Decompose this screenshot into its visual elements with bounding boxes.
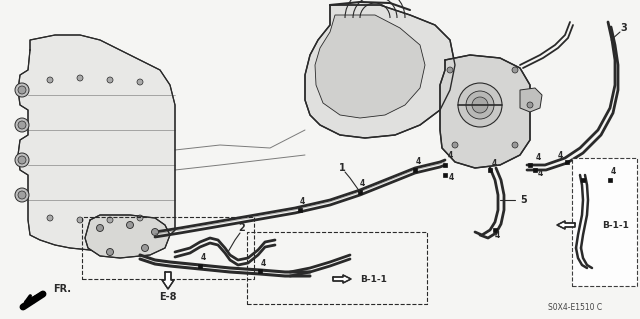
Circle shape	[18, 191, 26, 199]
Circle shape	[77, 217, 83, 223]
Text: 4: 4	[260, 258, 266, 268]
Text: 4: 4	[449, 174, 454, 182]
Text: 4: 4	[200, 254, 205, 263]
Polygon shape	[18, 35, 175, 255]
Bar	[258, 269, 262, 273]
Circle shape	[141, 244, 148, 251]
Text: 2: 2	[239, 223, 245, 233]
Text: 4: 4	[447, 151, 452, 160]
Bar	[298, 208, 302, 212]
Text: 3: 3	[621, 23, 627, 33]
Circle shape	[137, 79, 143, 85]
Bar	[443, 163, 447, 167]
Text: 4: 4	[538, 169, 543, 179]
Bar	[413, 168, 417, 172]
Text: FR.: FR.	[53, 284, 71, 294]
Text: 4: 4	[494, 231, 500, 240]
Circle shape	[466, 91, 494, 119]
Text: S0X4-E1510 C: S0X4-E1510 C	[548, 303, 602, 313]
Bar	[247, 232, 427, 304]
Circle shape	[107, 77, 113, 83]
Bar	[533, 168, 537, 172]
Circle shape	[452, 142, 458, 148]
Text: E-8: E-8	[159, 292, 177, 302]
Text: 4: 4	[300, 197, 305, 206]
Circle shape	[107, 217, 113, 223]
Text: 4: 4	[492, 159, 497, 167]
Circle shape	[15, 83, 29, 97]
Circle shape	[137, 215, 143, 221]
Text: 4: 4	[611, 167, 616, 176]
Text: 4: 4	[415, 157, 420, 166]
Text: 5: 5	[520, 195, 527, 205]
Circle shape	[18, 121, 26, 129]
Circle shape	[47, 215, 53, 221]
Polygon shape	[162, 272, 174, 289]
Polygon shape	[557, 221, 575, 229]
Circle shape	[458, 83, 502, 127]
Bar	[528, 163, 532, 167]
Polygon shape	[520, 88, 542, 112]
Circle shape	[127, 221, 134, 228]
Circle shape	[15, 188, 29, 202]
Circle shape	[527, 102, 533, 108]
Circle shape	[512, 67, 518, 73]
Text: B-1-1: B-1-1	[360, 275, 387, 284]
Bar	[493, 228, 497, 232]
Polygon shape	[305, 5, 455, 138]
Bar	[565, 160, 569, 164]
Bar	[443, 173, 447, 177]
Text: B-1-1: B-1-1	[602, 220, 629, 229]
Polygon shape	[85, 215, 170, 258]
Circle shape	[18, 86, 26, 94]
Circle shape	[472, 97, 488, 113]
Circle shape	[447, 67, 453, 73]
Polygon shape	[315, 15, 425, 118]
Circle shape	[47, 77, 53, 83]
Text: 4: 4	[557, 151, 563, 160]
Bar	[198, 264, 202, 268]
Polygon shape	[333, 275, 351, 283]
Circle shape	[15, 153, 29, 167]
Circle shape	[97, 225, 104, 232]
Circle shape	[77, 75, 83, 81]
Polygon shape	[440, 55, 530, 168]
Text: 4: 4	[360, 179, 365, 188]
Bar	[82, 217, 254, 279]
Bar	[358, 190, 362, 194]
Bar	[488, 168, 492, 172]
Circle shape	[18, 156, 26, 164]
Text: 4: 4	[536, 152, 541, 161]
Circle shape	[106, 249, 113, 256]
Circle shape	[15, 118, 29, 132]
Bar	[581, 178, 585, 182]
Bar	[572, 158, 637, 286]
Circle shape	[152, 228, 159, 235]
Circle shape	[512, 142, 518, 148]
Bar	[608, 178, 612, 182]
Text: 1: 1	[339, 163, 346, 173]
